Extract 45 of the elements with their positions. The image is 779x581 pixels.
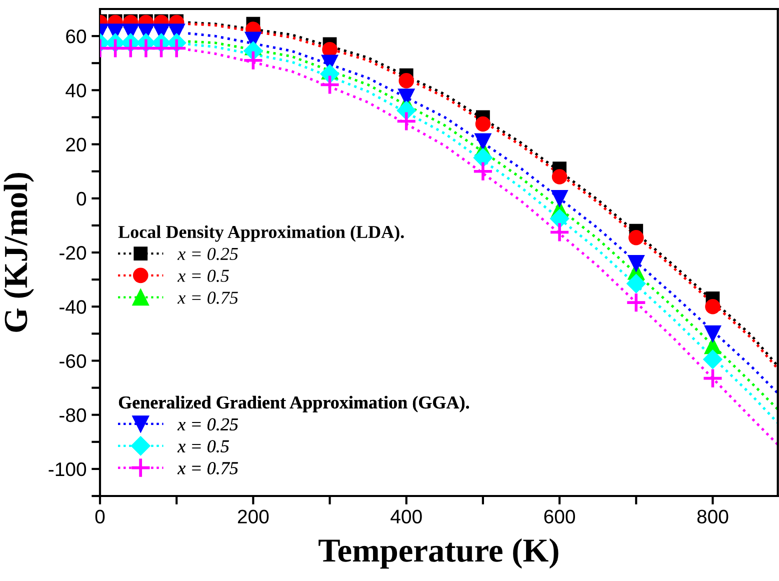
- annotation: Local Density Approximation (LDA).: [118, 225, 404, 242]
- point: [551, 190, 568, 207]
- point: [703, 350, 722, 369]
- x-tick-label: 200: [238, 510, 269, 524]
- y-tick-label: -60: [60, 354, 86, 368]
- point: [705, 298, 720, 314]
- y-tick-label: -40: [60, 300, 86, 314]
- x-tick-label: 600: [544, 510, 576, 524]
- point: [319, 74, 340, 96]
- y-tick-label: -100: [48, 462, 86, 476]
- legend-label: x = 0.25: [177, 418, 238, 431]
- point: [472, 160, 494, 182]
- point: [398, 73, 414, 88]
- y-tick-label: -20: [60, 246, 86, 260]
- point: [549, 222, 570, 243]
- legend-label: x = 0.5: [177, 440, 229, 452]
- x-axis-title: Temperature (K): [318, 538, 558, 569]
- point: [626, 292, 647, 313]
- point: [550, 209, 570, 228]
- point: [396, 110, 417, 132]
- annotation: Generalized Gradient Approximation (GGA).: [118, 396, 470, 412]
- point: [628, 230, 644, 246]
- point: [474, 133, 492, 150]
- point: [475, 116, 491, 132]
- y-tick-label: 40: [66, 84, 86, 98]
- x-tick-label: 0: [95, 510, 105, 524]
- x-tick-label: 400: [390, 510, 422, 524]
- point: [704, 325, 722, 342]
- x-tick-label: 800: [697, 510, 728, 524]
- point: [702, 368, 724, 389]
- point: [628, 254, 644, 272]
- point: [473, 148, 492, 168]
- y-tick-label: 60: [66, 30, 86, 44]
- legend-label: x = 0.5: [177, 270, 229, 282]
- y-tick-label: -80: [60, 408, 86, 422]
- point: [626, 274, 646, 294]
- y-axis-title: G (KJ/mol): [4, 172, 34, 332]
- legend-label: x = 0.75: [177, 462, 238, 474]
- y-tick-label: 0: [76, 192, 86, 206]
- legend-label: x = 0.75: [177, 292, 238, 304]
- legend-label: x = 0.25: [177, 248, 238, 260]
- point: [242, 50, 264, 71]
- y-tick-label: 20: [66, 138, 86, 152]
- point: [552, 169, 568, 184]
- point: [166, 38, 188, 59]
